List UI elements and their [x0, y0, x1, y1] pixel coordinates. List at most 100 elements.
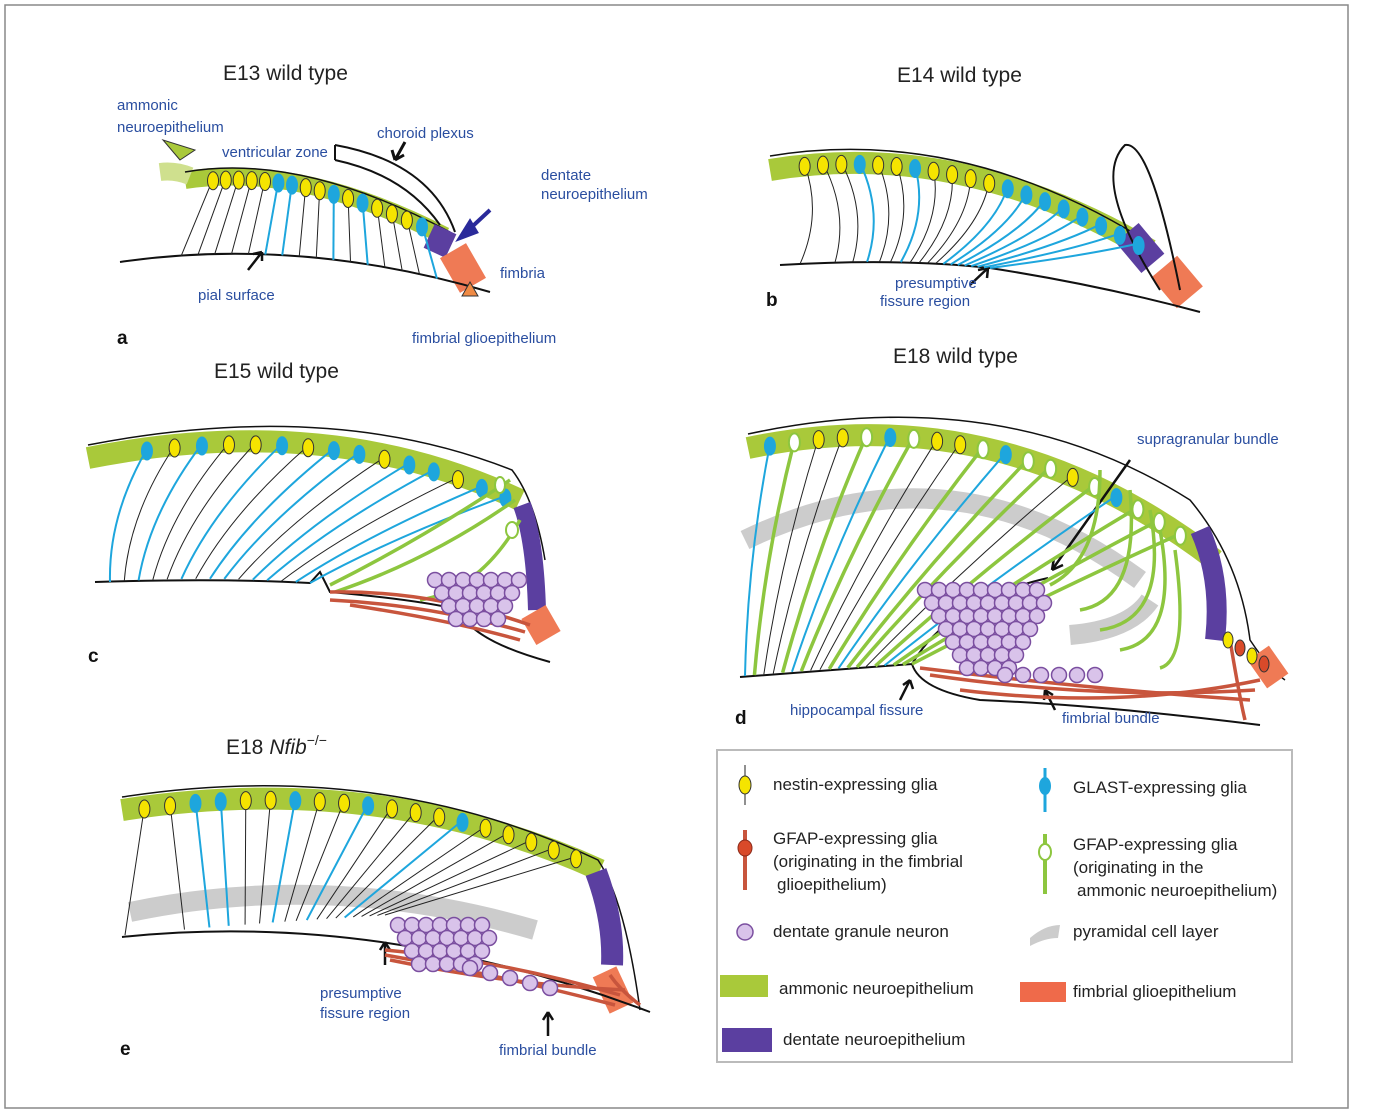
glial-fiber: [124, 446, 174, 581]
legend-label: glioepithelium): [777, 875, 887, 894]
glial-cell: [1040, 193, 1051, 211]
panel-title: E18 wild type: [893, 345, 1018, 368]
glial-cell: [379, 450, 390, 468]
glial-cell: [947, 166, 958, 184]
glial-cell: [260, 173, 271, 191]
granule-neuron: [412, 957, 427, 972]
arrow: [460, 210, 490, 238]
glial-cell: [300, 179, 311, 197]
label: pial surface: [198, 287, 275, 304]
label: ventricular zone: [222, 144, 328, 161]
glial-cell: [250, 436, 261, 454]
glial-cell: [141, 442, 152, 460]
glial-cell: [1021, 186, 1032, 204]
glial-fiber: [943, 187, 1007, 264]
glial-fiber: [1120, 530, 1165, 650]
glial-cell: [1235, 640, 1245, 656]
glial-cell: [357, 194, 368, 212]
glial-cell: [246, 172, 257, 190]
title-superscript: −/−: [307, 732, 327, 748]
glial-cell: [799, 157, 810, 175]
panel-letter: b: [766, 290, 778, 311]
glial-fiber: [196, 446, 308, 579]
label: fissure region: [320, 1005, 410, 1022]
glial-cell: [339, 794, 350, 812]
glial-cell: [387, 800, 398, 818]
glial-cell: [965, 170, 976, 188]
glial-fiber: [265, 181, 278, 254]
glial-fiber: [990, 244, 1139, 268]
glial-cell: [386, 205, 397, 223]
legend-label: GFAP-expressing glia: [1073, 835, 1238, 854]
glial-cell: [548, 841, 559, 859]
glial-cell: [290, 792, 301, 810]
pyramidal-layer: [745, 498, 1140, 580]
glial-fiber: [248, 180, 265, 254]
glial-cell: [416, 218, 427, 236]
glial-cell: [265, 791, 276, 809]
glial-cell: [885, 429, 896, 447]
glial-cell: [372, 199, 383, 217]
glial-cell: [273, 174, 284, 192]
glial-cell: [571, 850, 582, 868]
legend-label: GFAP-expressing glia: [773, 829, 938, 848]
glial-cell: [1259, 656, 1269, 672]
glial-fiber: [792, 436, 890, 672]
label: fimbrial glioepithelium: [412, 330, 556, 347]
glial-cell: [1023, 452, 1034, 470]
glial-cell: [457, 813, 468, 831]
glial-cell: [328, 442, 339, 460]
legend-icon: [722, 1028, 772, 1052]
title-stage: E18: [226, 736, 263, 759]
glial-cell: [220, 171, 231, 189]
legend-icon: [1039, 777, 1051, 795]
glial-cell: [910, 159, 921, 177]
glial-cell: [1132, 500, 1143, 518]
glial-cell: [277, 437, 288, 455]
glial-cell: [955, 436, 966, 454]
legend-label: pyramidal cell layer: [1073, 922, 1219, 941]
legend-label: (originating in the: [1073, 858, 1203, 877]
granule-neuron: [483, 966, 498, 981]
glial-cell: [764, 437, 775, 455]
glial-cell: [480, 819, 491, 837]
glial-cell: [287, 176, 298, 194]
arrow: [543, 1012, 553, 1036]
label: fimbria: [500, 265, 546, 282]
arrow: [380, 942, 390, 965]
glial-fiber: [823, 163, 840, 262]
arrow: [900, 680, 913, 700]
glial-cell: [891, 157, 902, 175]
granule-neuron: [463, 961, 478, 976]
legend-icon: [720, 975, 768, 997]
arrow: [1044, 690, 1055, 710]
label: choroid plexus: [377, 125, 474, 142]
glial-cell: [789, 433, 800, 451]
granule-neuron: [960, 661, 975, 676]
label: hippocampal fissure: [790, 702, 923, 719]
glial-cell: [328, 185, 339, 203]
glial-fiber: [139, 444, 202, 580]
glial-cell: [854, 155, 865, 173]
glial-cell: [984, 174, 995, 192]
glial-cell: [1058, 200, 1069, 218]
granule-neuron: [523, 976, 538, 991]
panel-letter: d: [735, 708, 747, 729]
panel-title: E14 wild type: [897, 64, 1022, 87]
glial-cell: [363, 797, 374, 815]
glial-cell: [908, 430, 919, 448]
glial-cell: [813, 431, 824, 449]
glial-cell: [526, 833, 537, 851]
fimbria-block: [1151, 256, 1203, 308]
granule-neuron: [1070, 668, 1085, 683]
granule-neuron: [543, 981, 558, 996]
glial-cell: [1133, 237, 1144, 255]
legend-icon: [737, 924, 753, 940]
glial-cell: [837, 429, 848, 447]
legend-icon: [1039, 844, 1051, 860]
legend-icon: [739, 776, 751, 794]
glial-cell: [506, 522, 518, 538]
glial-cell: [1175, 527, 1186, 545]
glial-fiber: [210, 449, 334, 579]
glial-cell: [223, 436, 234, 454]
